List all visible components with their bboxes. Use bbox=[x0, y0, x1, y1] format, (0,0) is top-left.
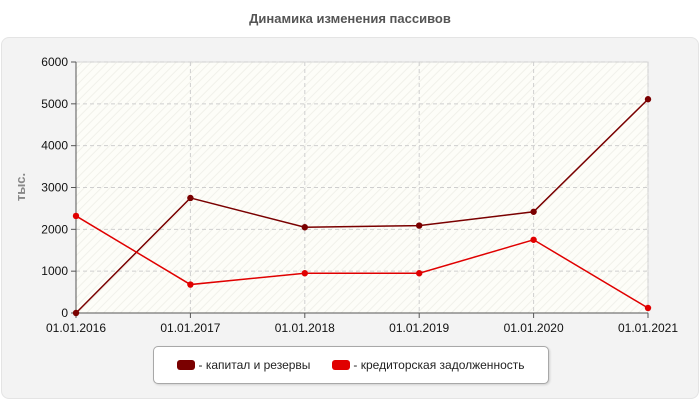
series-group bbox=[72, 96, 652, 317]
x-tick-label: 01.01.2019 bbox=[389, 321, 449, 335]
x-tick-label: 01.01.2018 bbox=[275, 321, 335, 335]
y-tick-label: 3000 bbox=[41, 181, 68, 195]
legend-label: - кредиторская задолженность bbox=[353, 358, 525, 372]
data-point bbox=[301, 224, 308, 231]
legend: - капитал и резервы - кредиторская задол… bbox=[153, 346, 549, 384]
series-line-1 bbox=[75, 98, 649, 314]
axes bbox=[71, 61, 649, 318]
data-point bbox=[416, 222, 423, 229]
x-tick-label: 01.01.2016 bbox=[46, 321, 106, 335]
legend-item-capital[interactable]: - капитал и резервы bbox=[177, 358, 310, 372]
data-point bbox=[530, 208, 537, 215]
x-tick-label: 01.01.2021 bbox=[618, 321, 678, 335]
data-point bbox=[644, 96, 652, 103]
series-line-2 bbox=[75, 215, 649, 309]
y-tick-label: 0 bbox=[61, 306, 68, 320]
y-tick-label: 1000 bbox=[41, 264, 68, 278]
data-point bbox=[530, 236, 537, 243]
y-tick-label: 5000 bbox=[41, 97, 68, 111]
grid-lines bbox=[76, 61, 649, 313]
legend-swatch-icon bbox=[332, 360, 351, 370]
data-point bbox=[644, 304, 652, 312]
data-point bbox=[301, 270, 308, 277]
legend-swatch-icon bbox=[177, 360, 196, 370]
data-point bbox=[187, 194, 194, 202]
data-point bbox=[416, 270, 423, 277]
y-tick-label: 6000 bbox=[41, 55, 68, 69]
legend-label: - капитал и резервы bbox=[198, 358, 311, 372]
tick-labels: 0 1000 2000 3000 4000 5000 6000 01.01.2016 01.01… bbox=[41, 55, 678, 335]
x-tick-label: 01.01.2017 bbox=[160, 321, 220, 335]
legend-item-payables[interactable]: - кредиторская задолженность bbox=[332, 358, 525, 372]
data-point bbox=[72, 309, 80, 317]
y-tick-label: 2000 bbox=[41, 222, 68, 236]
data-point bbox=[187, 281, 194, 288]
chart-title: Динамика изменения пассивов bbox=[249, 11, 451, 26]
y-axis-label: тыс. bbox=[13, 173, 28, 201]
x-tick-label: 01.01.2020 bbox=[504, 321, 564, 335]
data-point bbox=[72, 212, 80, 220]
y-tick-label: 4000 bbox=[41, 139, 68, 153]
